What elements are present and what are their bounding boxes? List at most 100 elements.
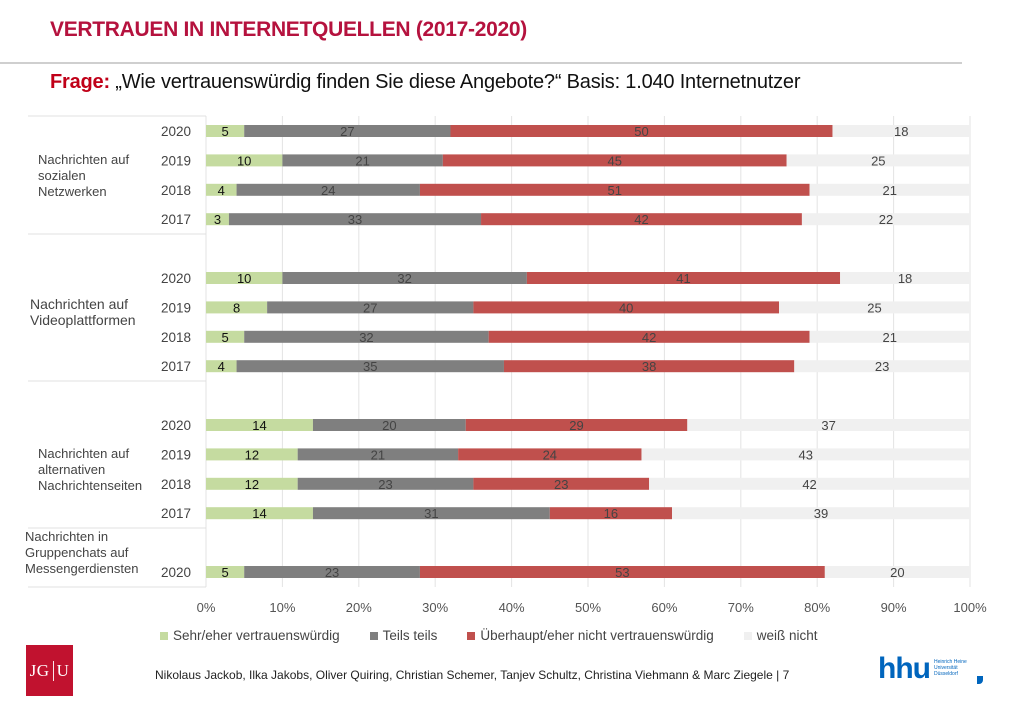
bar-segment-partly — [244, 330, 489, 343]
data-label-partly: 27 — [340, 124, 354, 139]
bar-segment-dont-know — [672, 507, 970, 520]
data-label-dont-know: 21 — [883, 183, 897, 198]
bar-segment-not-trustworthy — [481, 213, 802, 226]
bar-segment-trustworthy — [206, 125, 245, 137]
data-label-trustworthy: 3 — [214, 212, 221, 227]
data-label-not-trustworthy: 50 — [634, 124, 648, 139]
x-tick-label: 70% — [728, 600, 754, 615]
jgu-logo: JG U — [26, 645, 73, 696]
bar-segment-trustworthy — [206, 213, 229, 226]
bar-segment-trustworthy — [206, 154, 283, 167]
data-label-partly: 20 — [382, 418, 396, 433]
hhu-logo-dot — [977, 676, 983, 684]
data-label-partly: 21 — [371, 447, 385, 462]
data-label-partly: 32 — [397, 271, 411, 286]
legend-item-trustworthy: Sehr/eher vertrauenswürdig — [160, 628, 340, 643]
bar-segment-dont-know — [649, 477, 970, 490]
bar-segment-not-trustworthy — [458, 448, 642, 461]
hhu-sub-line: Universität — [933, 665, 958, 671]
data-label-partly: 21 — [355, 153, 369, 168]
x-tick-label: 60% — [651, 600, 677, 615]
year-label: 2020 — [161, 565, 191, 580]
bar-segment-not-trustworthy — [465, 419, 688, 431]
legend-swatch — [743, 631, 752, 640]
x-tick-label: 40% — [499, 600, 525, 615]
bar-segment-trustworthy — [206, 183, 237, 196]
hhu-logo-subtitle: Heinrich Heine Universität Düsseldorf — [934, 659, 967, 677]
bar-segment-dont-know — [824, 566, 970, 578]
group-label: Messengerdiensten — [25, 561, 138, 576]
data-label-partly: 23 — [378, 477, 392, 492]
data-label-partly: 32 — [359, 330, 373, 345]
question-text: „Wie vertrauenswürdig finden Sie diese A… — [109, 71, 801, 93]
legend-item-not-trustworthy: Überhaupt/eher nicht vertrauenswürdig — [467, 628, 714, 643]
data-label-not-trustworthy: 40 — [619, 300, 633, 315]
data-label-not-trustworthy: 23 — [554, 477, 568, 492]
group-label: Nachrichtenseiten — [38, 478, 142, 493]
data-label-trustworthy: 12 — [245, 447, 259, 462]
data-label-partly: 33 — [348, 212, 362, 227]
bar-segment-dont-know — [840, 272, 970, 284]
legend-swatch — [369, 631, 378, 640]
bar-segment-trustworthy — [206, 360, 237, 373]
data-label-trustworthy: 5 — [221, 565, 228, 580]
bar-segment-trustworthy — [206, 272, 283, 284]
bar-segment-trustworthy — [206, 477, 298, 490]
group-label: Netzwerken — [38, 184, 107, 199]
data-label-not-trustworthy: 42 — [634, 212, 648, 227]
data-label-dont-know: 25 — [867, 300, 881, 315]
year-label: 2017 — [161, 506, 191, 521]
bar-segment-partly — [312, 419, 466, 431]
data-label-dont-know: 18 — [894, 124, 908, 139]
x-tick-label: 90% — [881, 600, 907, 615]
data-label-partly: 31 — [424, 506, 438, 521]
bar-segment-partly — [228, 213, 482, 226]
data-label-partly: 24 — [321, 183, 335, 198]
bar-segment-dont-know — [687, 419, 970, 431]
data-label-not-trustworthy: 38 — [642, 359, 656, 374]
year-label: 2018 — [161, 183, 191, 198]
bar-segment-not-trustworthy — [450, 125, 833, 137]
data-label-trustworthy: 4 — [218, 359, 225, 374]
data-label-partly: 35 — [363, 359, 377, 374]
hhu-sub-line: Heinrich Heine — [933, 659, 967, 665]
group-label: Nachrichten auf — [38, 446, 129, 461]
bar-segment-not-trustworthy — [488, 330, 810, 343]
data-label-partly: 23 — [325, 565, 339, 580]
bar-segment-dont-know — [809, 183, 970, 196]
bar-segment-not-trustworthy — [526, 272, 841, 284]
bar-segment-partly — [297, 477, 474, 490]
jgu-logo-right: U — [56, 660, 70, 680]
bar-segment-dont-know — [786, 154, 970, 167]
bar-segment-trustworthy — [206, 448, 298, 461]
bar-segment-partly — [312, 507, 550, 520]
x-tick-label: 20% — [346, 600, 372, 615]
hhu-logo-mark: hhu — [878, 652, 931, 685]
group-label: alternativen — [38, 462, 105, 477]
footer-authors: Nikolaus Jackob, Ilka Jakobs, Oliver Qui… — [155, 668, 790, 682]
x-tick-label: 80% — [804, 600, 830, 615]
bar-segment-trustworthy — [206, 301, 268, 314]
data-label-trustworthy: 14 — [252, 418, 266, 433]
jgu-logo-divider — [52, 660, 54, 681]
x-tick-label: 30% — [422, 600, 448, 615]
hhu-sub-line: Düsseldorf — [933, 671, 958, 677]
group-label: Videoplattformen — [30, 312, 136, 328]
bar-segment-not-trustworthy — [419, 183, 810, 196]
jgu-logo-left: JG — [29, 660, 50, 680]
data-label-not-trustworthy: 41 — [676, 271, 690, 286]
slide-title: VERTRAUEN IN INTERNETQUELLEN (2017-2020) — [50, 18, 527, 41]
data-label-trustworthy: 5 — [221, 330, 228, 345]
bar-segment-partly — [267, 301, 474, 314]
year-label: 2020 — [161, 418, 191, 433]
legend-label: weiß nicht — [756, 628, 818, 643]
chart-legend: Sehr/eher vertrauenswürdig Teils teils Ü… — [160, 628, 848, 643]
data-label-dont-know: 21 — [883, 330, 897, 345]
title-divider — [0, 62, 962, 64]
bar-segment-not-trustworthy — [442, 154, 787, 167]
data-label-not-trustworthy: 51 — [608, 183, 622, 198]
legend-swatch — [160, 631, 168, 640]
legend-label: Teils teils — [382, 628, 438, 643]
data-label-dont-know: 42 — [802, 477, 816, 492]
bar-segment-not-trustworthy — [549, 507, 673, 520]
